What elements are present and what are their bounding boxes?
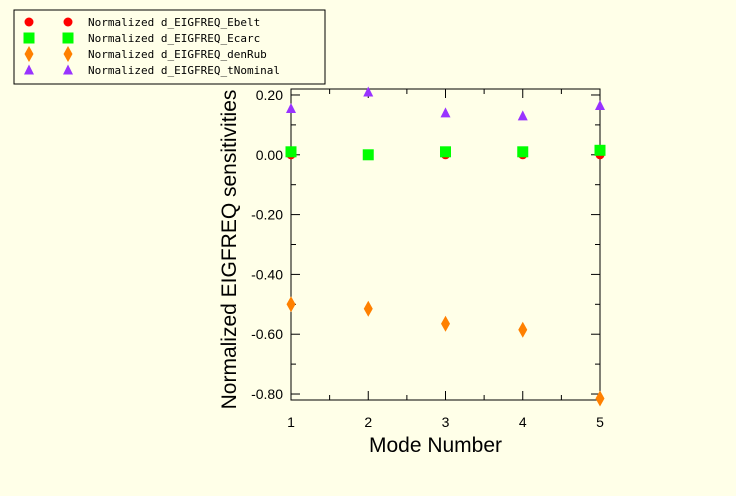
data-point-diamond <box>286 296 296 313</box>
data-point-square <box>594 144 606 156</box>
legend-marker-triangle <box>24 64 34 75</box>
axes: 1 2 3 4 5 0.20 0.00 -0.20 -0.40 -0.60 -0.80 <box>251 87 604 430</box>
legend-marker-diamond <box>63 46 73 62</box>
y-tick-label: -0.60 <box>251 326 283 342</box>
legend-marker-square <box>62 32 74 44</box>
legend-marker-circle <box>24 17 34 27</box>
data-point-triangle <box>595 99 605 110</box>
y-tick-label: 0.00 <box>256 147 283 163</box>
data-point-diamond <box>595 390 605 407</box>
plot-frame <box>290 88 601 401</box>
data-points <box>285 86 606 407</box>
x-axis-label: Mode Number <box>369 434 502 457</box>
x-tick-label: 4 <box>519 414 527 430</box>
legend-label: Normalized d_EIGFREQ_Ebelt <box>88 16 260 29</box>
legend-marker-diamond <box>24 46 34 62</box>
data-point-square <box>362 149 374 161</box>
y-tick-label: 0.20 <box>256 87 283 103</box>
data-point-triangle <box>517 110 528 121</box>
data-point-triangle <box>286 102 296 113</box>
data-point-triangle <box>440 107 451 118</box>
legend-marker-triangle <box>63 64 73 75</box>
x-tick-label: 5 <box>596 414 604 430</box>
data-point-diamond <box>518 321 528 338</box>
y-axis-label: Normalized EIGFREQ sensitivities <box>218 90 241 410</box>
data-point-square <box>440 146 451 158</box>
x-tick-label: 2 <box>364 414 372 430</box>
legend-label: Normalized d_EIGFREQ_Ecarc <box>88 32 260 45</box>
y-tick-label: -0.80 <box>251 386 283 402</box>
data-point-triangle <box>363 86 374 97</box>
legend: Normalized d_EIGFREQ_Ebelt Normalized d_E… <box>13 9 326 85</box>
data-point-diamond <box>363 300 373 317</box>
legend-label: Normalized d_EIGFREQ_denRub <box>88 48 267 61</box>
data-point-square <box>285 146 297 158</box>
legend-marker-circle <box>63 17 73 27</box>
data-point-square <box>517 146 529 158</box>
legend-label: Normalized d_EIGFREQ_tNominal <box>88 64 280 77</box>
y-tick-label: -0.40 <box>251 266 283 282</box>
x-tick-label: 1 <box>287 414 295 430</box>
data-point-diamond <box>441 315 450 332</box>
legend-marker-square <box>23 32 35 44</box>
x-tick-label: 3 <box>442 414 450 430</box>
y-tick-label: -0.20 <box>251 207 283 223</box>
